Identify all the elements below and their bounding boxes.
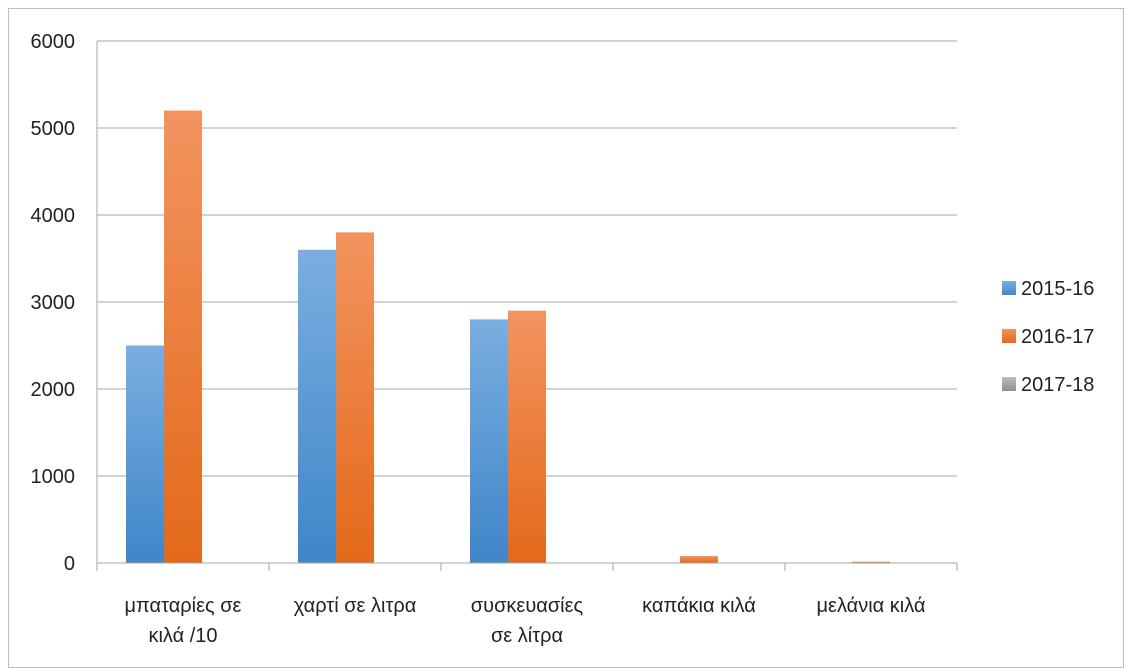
legend-swatch [1002,281,1016,295]
bar [298,249,336,564]
x-tick-label: χαρτί σε λιτρα [294,595,417,617]
bars [126,110,890,564]
legend-label: 2015-16 [1021,278,1094,300]
bar [680,556,718,563]
x-tick-label: μελάνια κιλά [817,595,926,617]
x-tick-label: μπαταρίες σε [125,595,242,617]
axes: 0 1000 2000 3000 4000 5000 6000 μπαταρίες σε κιλ… [31,31,958,647]
y-tick-label: 4000 [31,205,76,227]
bar [164,110,202,563]
bar [336,232,374,563]
x-tick-label: καπάκια κιλά [642,595,756,617]
legend-label: 2016-17 [1021,326,1094,348]
y-tick-label: 2000 [31,379,76,401]
y-tick-label: 1000 [31,466,76,488]
bar [508,310,546,563]
x-tick-label: σε λίτρα [491,625,563,647]
legend: 2015-16 2016-17 2017-18 [1002,278,1094,396]
bar [470,319,508,563]
x-tick-label: κιλά /10 [148,625,217,647]
y-tick-label: 0 [64,553,75,575]
y-tick-label: 3000 [31,292,76,314]
y-tick-label: 6000 [31,31,76,53]
bar [126,345,164,563]
legend-swatch [1002,377,1016,391]
legend-swatch [1002,329,1016,343]
legend-label: 2017-18 [1021,374,1094,396]
bar [852,561,890,563]
y-tick-label: 5000 [31,118,76,140]
x-tick-label: συσκευασίες [471,595,584,617]
